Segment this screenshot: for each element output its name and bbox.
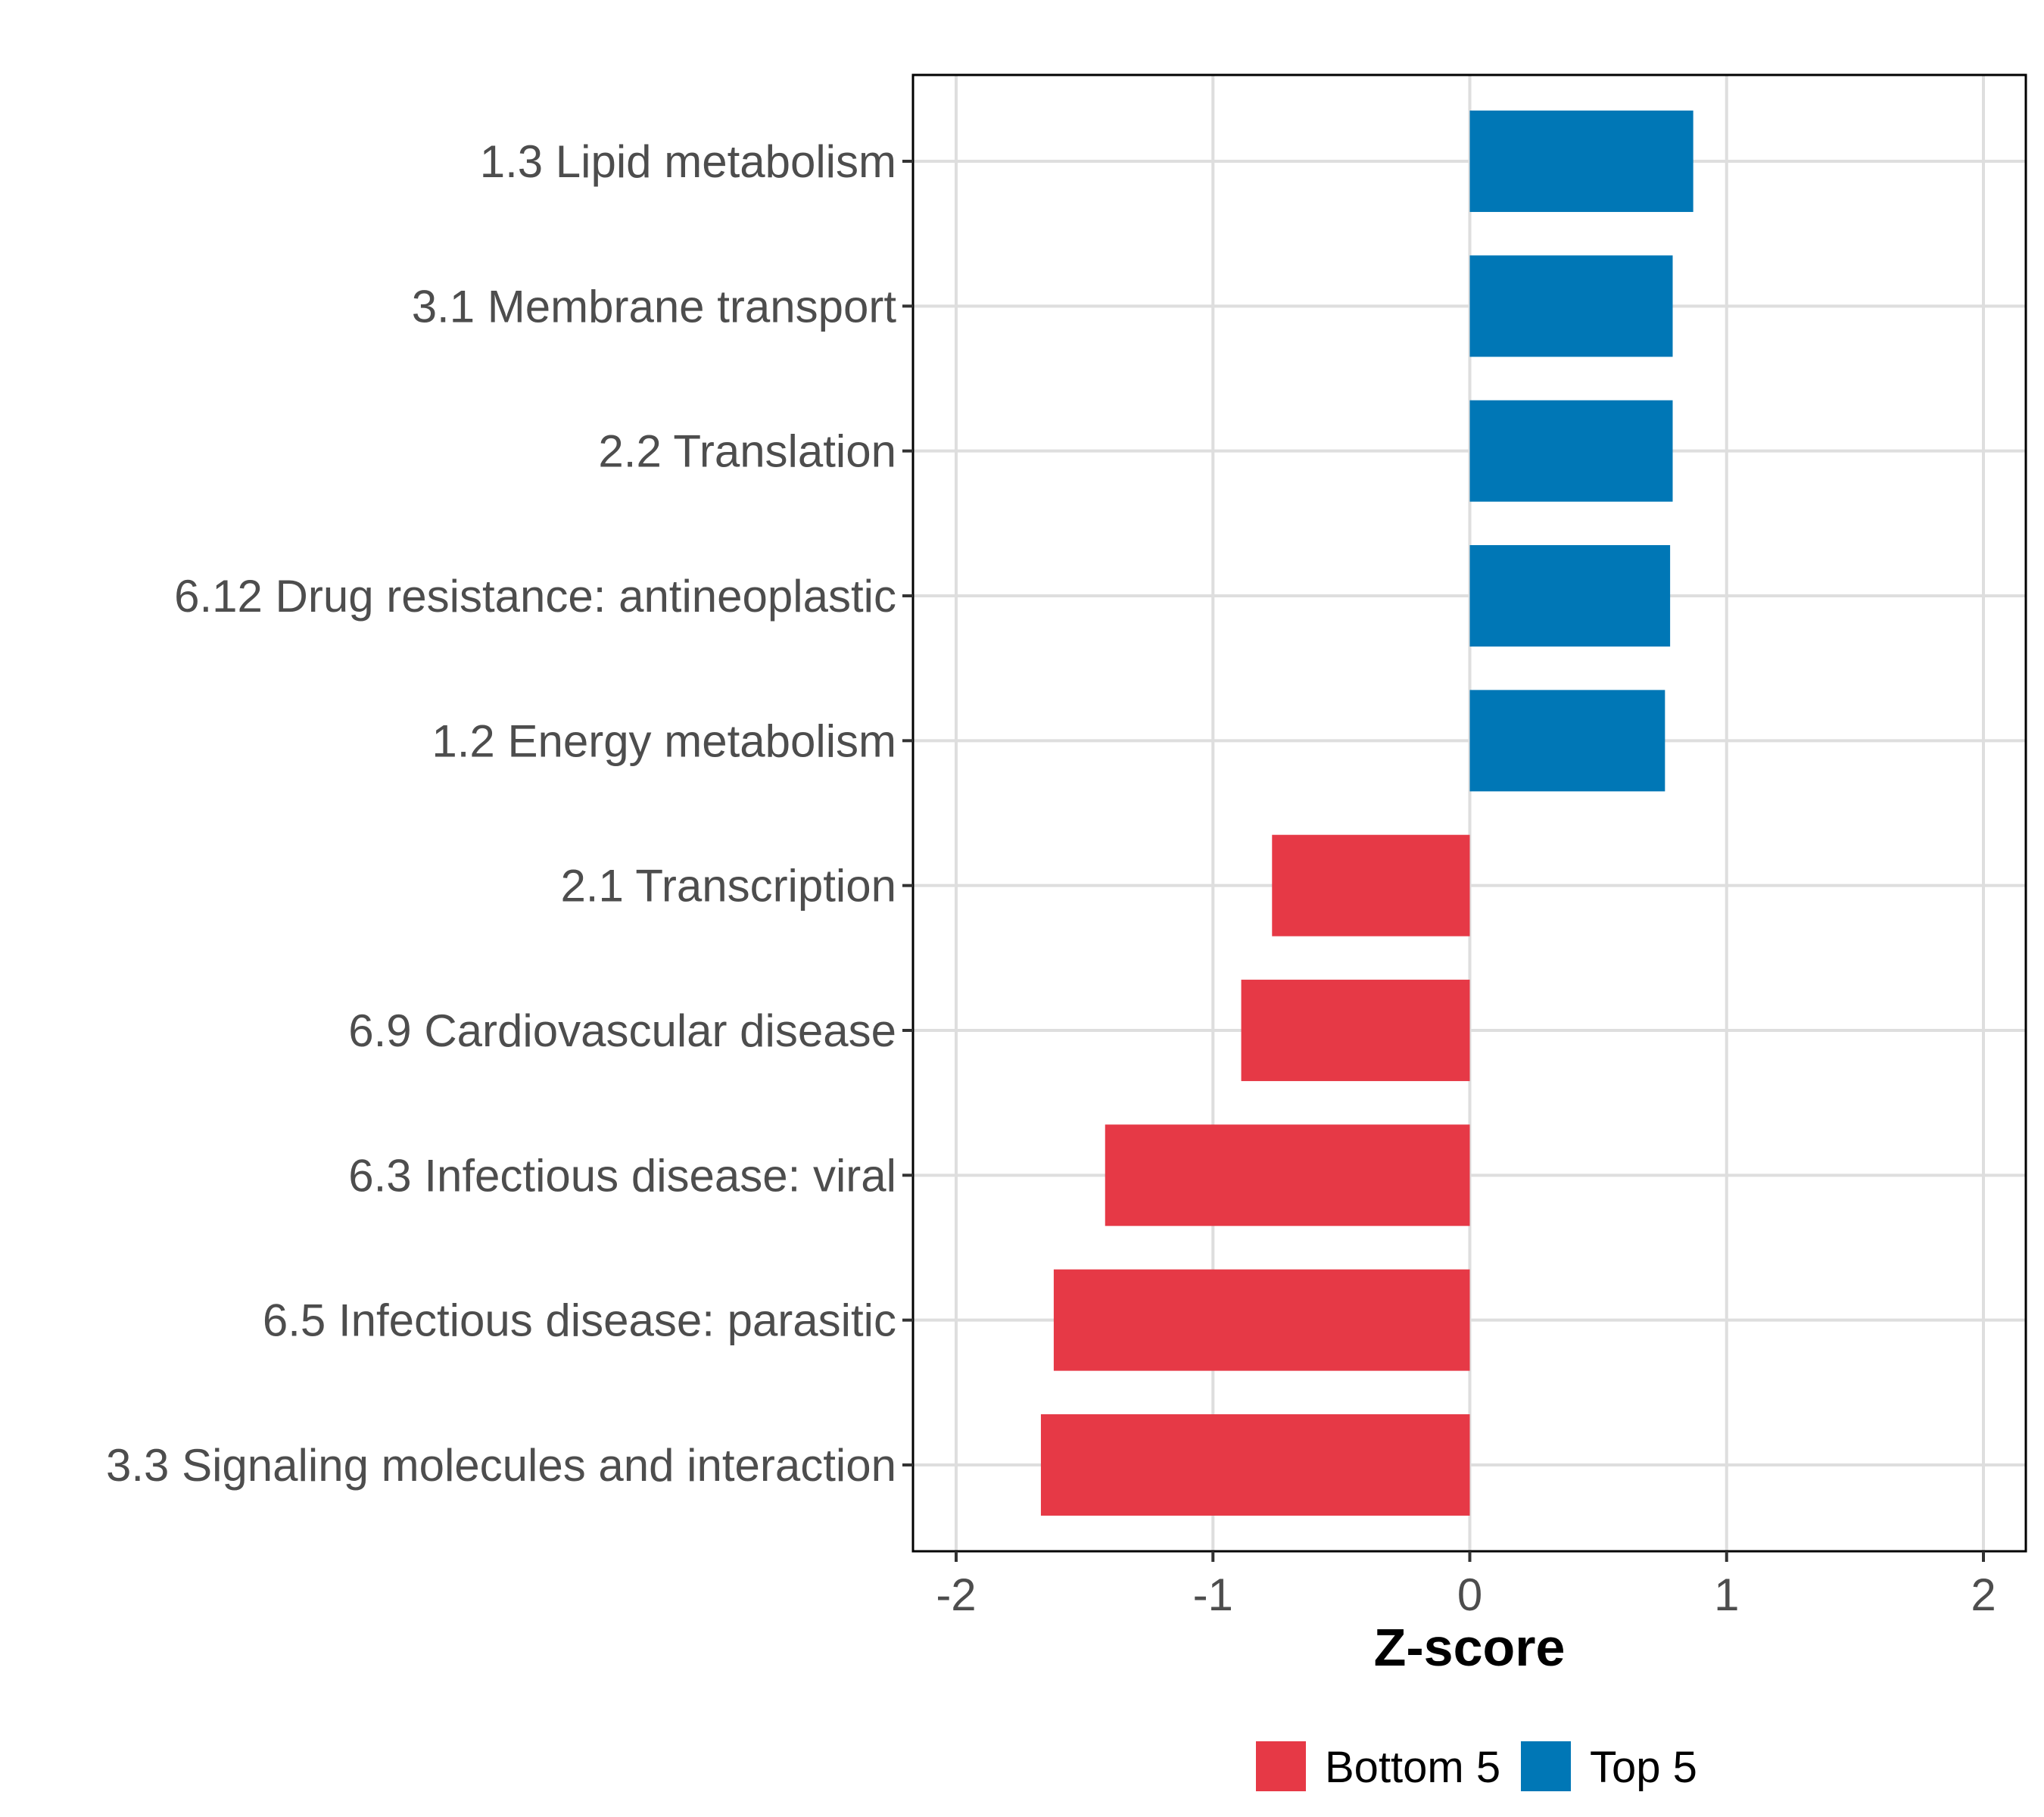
category-label: 1.3 Lipid metabolism [480, 136, 896, 187]
bar-6 [1272, 834, 1470, 937]
category-label: 2.2 Translation [598, 426, 896, 477]
bar-3 [1469, 400, 1673, 502]
legend-label-2: Top 5 [1590, 1743, 1697, 1792]
bar-10 [1040, 1414, 1470, 1516]
category-label: 2.1 Transcription [560, 861, 896, 912]
x-tick-label: 2 [1971, 1569, 1996, 1620]
category-label: 3.3 Signaling molecules and interaction [106, 1440, 896, 1491]
bar-4 [1469, 545, 1671, 647]
bar-7 [1241, 980, 1470, 1081]
bar-2 [1469, 255, 1673, 357]
x-tick-label: 1 [1714, 1569, 1739, 1620]
x-tick-label: -2 [936, 1569, 976, 1620]
bar-9 [1053, 1269, 1470, 1371]
x-tick-label: -1 [1193, 1569, 1233, 1620]
category-label: 6.3 Infectious disease: viral [348, 1150, 896, 1201]
bar-5 [1469, 690, 1665, 792]
bar-1 [1469, 111, 1693, 212]
category-label: 6.5 Infectious disease: parasitic [263, 1295, 896, 1346]
legend-label-1: Bottom 5 [1325, 1743, 1500, 1792]
category-label: 1.2 Energy metabolism [432, 715, 896, 766]
legend-swatch-1 [1256, 1741, 1306, 1791]
y-axis: 1.3 Lipid metabolism 3.1 Membrane transpo… [106, 136, 913, 1491]
bar-8 [1105, 1124, 1470, 1226]
category-label: 6.12 Drug resistance: antineoplastic [174, 571, 896, 622]
x-axis-title: Z-score [1374, 1618, 1566, 1677]
category-label: 6.9 Cardiovascular disease [348, 1005, 896, 1056]
legend-swatch-2 [1521, 1741, 1571, 1791]
category-label: 3.1 Membrane transport [412, 281, 897, 332]
x-axis: -2 -1 0 1 2 [936, 1551, 1996, 1620]
x-tick-label: 0 [1457, 1569, 1482, 1620]
legend: Bottom 5 Top 5 [1256, 1741, 1697, 1792]
bars [1040, 111, 1693, 1516]
